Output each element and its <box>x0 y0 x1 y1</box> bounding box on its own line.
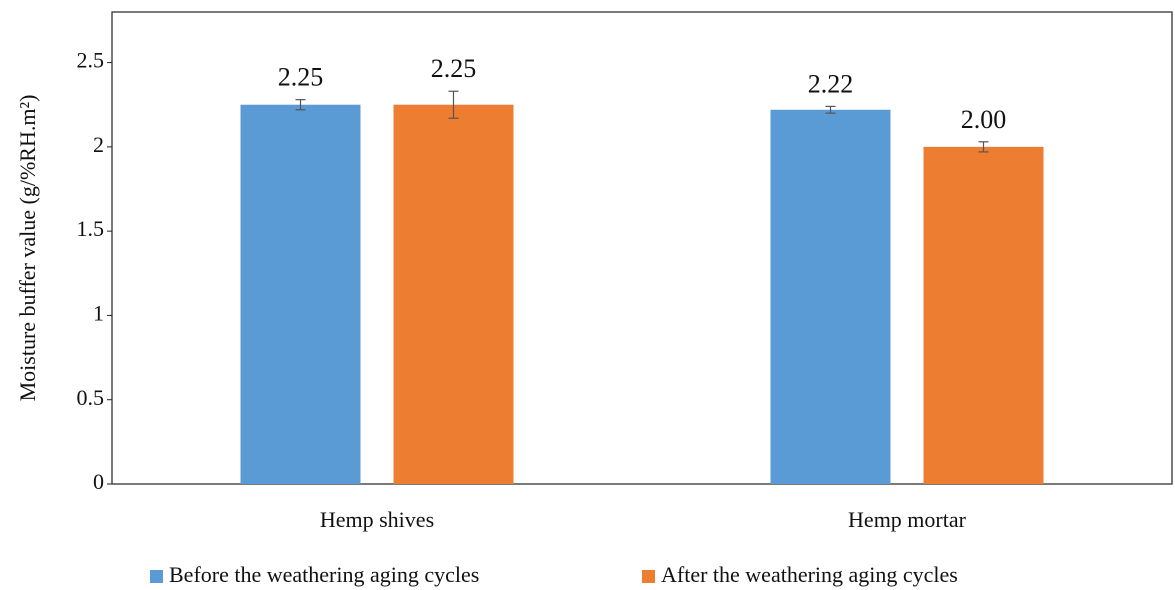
x-tick-label: Hemp shives <box>320 507 434 532</box>
data-label: 2.25 <box>278 63 324 92</box>
x-tick-label: Hemp mortar <box>848 507 967 532</box>
bar <box>923 146 1044 484</box>
y-tick-label: 0 <box>93 469 104 494</box>
data-label: 2.25 <box>431 54 477 83</box>
bar <box>240 104 361 484</box>
y-tick-label: 0.5 <box>77 385 105 410</box>
legend-label: Before the weathering aging cycles <box>169 562 479 587</box>
y-tick-label: 1.5 <box>77 216 105 241</box>
y-tick-label: 1 <box>93 300 104 325</box>
y-tick-label: 2.5 <box>77 48 105 73</box>
y-axis-label: Moisture buffer value (g/%RH.m²) <box>15 95 40 402</box>
plot-frame <box>111 11 1173 485</box>
y-tick-label: 2 <box>93 132 104 157</box>
data-label: 2.00 <box>961 105 1007 134</box>
bar <box>393 104 514 484</box>
legend-swatch <box>642 570 655 583</box>
legend-swatch <box>150 570 163 583</box>
data-label: 2.22 <box>808 69 854 98</box>
legend-label: After the weathering aging cycles <box>661 562 958 587</box>
bar <box>770 109 891 485</box>
